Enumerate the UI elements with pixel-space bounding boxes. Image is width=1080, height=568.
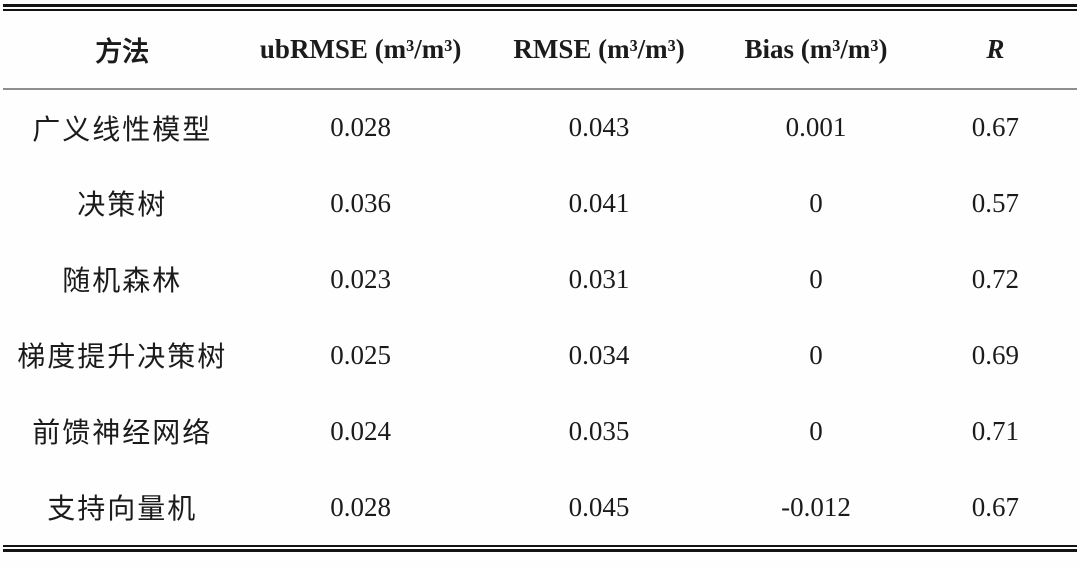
table-bottom-double-rule <box>3 545 1077 552</box>
ubrmse-value: 0.028 <box>330 112 391 142</box>
bias-value: -0.012 <box>781 491 851 522</box>
method-name: 决策树 <box>77 190 168 221</box>
model-metrics-table: 方法 ubRMSE (m³/m³) RMSE (m³/m³) Bias (m³/… <box>3 11 1077 545</box>
ubrmse-value: 0.028 <box>330 491 391 522</box>
table-header: 方法 ubRMSE (m³/m³) RMSE (m³/m³) Bias (m³/… <box>3 11 1077 89</box>
ubrmse-value: 0.024 <box>330 415 391 446</box>
table-top-double-rule <box>3 4 1077 11</box>
method-name: 支持向量机 <box>47 494 198 525</box>
rmse-value: 0.034 <box>568 339 630 370</box>
table-row-ffnn: 前馈神经网络 0.024 0.035 0 0.71 <box>3 393 1077 469</box>
header-row: 方法 ubRMSE (m³/m³) RMSE (m³/m³) Bias (m³/… <box>3 11 1077 89</box>
table-body: 广义线性模型 0.028 0.043 0.001 0.67 决策树 0.036 … <box>3 89 1077 545</box>
ubrmse-value: 0.036 <box>330 187 391 218</box>
bias-value: 0 <box>809 187 823 218</box>
method-name: 广义线性模型 <box>32 114 213 146</box>
header-r: R <box>986 34 1005 64</box>
table-row-random-forest: 随机森林 0.023 0.031 0 0.72 <box>3 241 1077 317</box>
r-value: 0.69 <box>971 339 1019 370</box>
header-bias: Bias (m³/m³) <box>744 34 888 64</box>
r-value: 0.67 <box>971 112 1019 142</box>
bias-value: 0 <box>809 339 823 370</box>
table-row-svm: 支持向量机 0.028 0.045 -0.012 0.67 <box>3 469 1077 545</box>
bias-value: 0 <box>809 263 823 294</box>
method-name: 随机森林 <box>62 266 183 297</box>
bias-value: 0 <box>809 415 823 446</box>
ubrmse-value: 0.025 <box>330 339 391 370</box>
r-value: 0.71 <box>971 415 1019 446</box>
rmse-value: 0.031 <box>568 263 630 294</box>
rmse-value: 0.041 <box>568 187 630 218</box>
rmse-value: 0.043 <box>568 112 630 142</box>
method-name: 梯度提升决策树 <box>17 342 228 373</box>
bias-value: 0.001 <box>785 112 847 142</box>
header-method: 方法 <box>95 37 150 67</box>
rmse-value: 0.045 <box>568 491 630 522</box>
table-row-gbdt: 梯度提升决策树 0.025 0.034 0 0.69 <box>3 317 1077 393</box>
table-row-glm: 广义线性模型 0.028 0.043 0.001 0.67 <box>3 89 1077 165</box>
r-value: 0.67 <box>971 491 1019 522</box>
header-ubrmse: ubRMSE (m³/m³) <box>259 34 462 64</box>
header-rmse: RMSE (m³/m³) <box>513 34 685 64</box>
r-value: 0.57 <box>971 187 1019 218</box>
table-row-decision-tree: 决策树 0.036 0.041 0 0.57 <box>3 165 1077 241</box>
method-name: 前馈神经网络 <box>32 418 213 449</box>
ubrmse-value: 0.023 <box>330 263 391 294</box>
rmse-value: 0.035 <box>568 415 630 446</box>
r-value: 0.72 <box>971 263 1019 294</box>
